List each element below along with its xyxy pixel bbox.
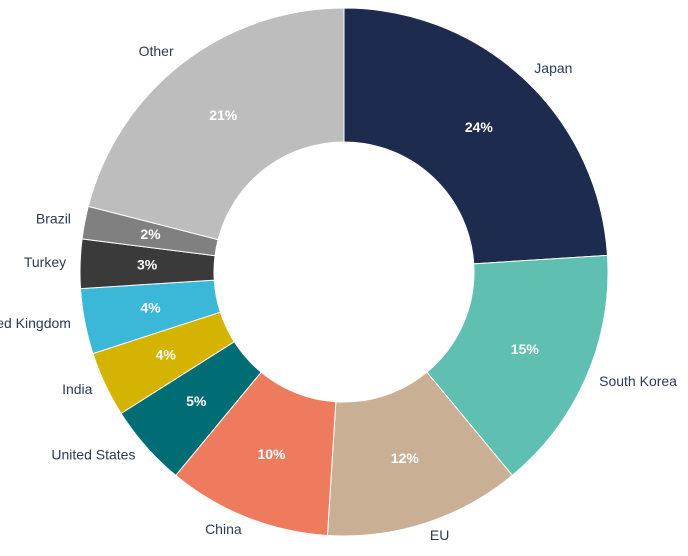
category-label: United States	[51, 447, 135, 463]
value-label: 4%	[140, 300, 161, 316]
slice	[87, 7, 345, 241]
value-label: 12%	[391, 450, 420, 466]
category-label: South Korea	[599, 373, 677, 389]
value-label: 15%	[511, 341, 540, 357]
category-label: United Kingdom	[0, 315, 71, 331]
category-label: India	[62, 381, 93, 397]
slice	[343, 7, 609, 265]
slice	[426, 254, 609, 477]
category-label: Other	[139, 43, 174, 59]
value-label: 5%	[186, 393, 207, 409]
value-label: 2%	[140, 226, 161, 242]
category-label: Turkey	[24, 254, 66, 270]
category-label: China	[205, 521, 242, 537]
value-label: 4%	[156, 347, 177, 363]
value-label: 3%	[137, 257, 158, 273]
category-label: Brazil	[36, 211, 71, 227]
value-label: 24%	[465, 119, 494, 135]
value-label: 21%	[209, 107, 238, 123]
value-label: 10%	[257, 446, 286, 462]
category-label: EU	[430, 527, 449, 543]
category-label: Japan	[534, 60, 572, 76]
